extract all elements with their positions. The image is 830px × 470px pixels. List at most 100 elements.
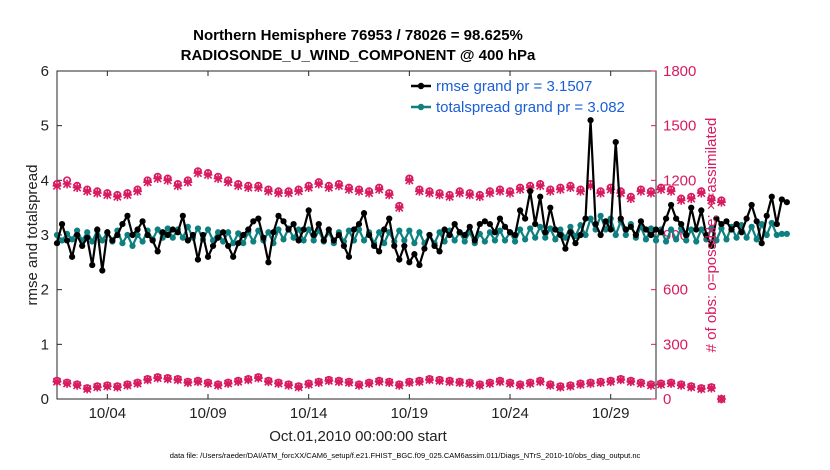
obs-assimilated-marker — [264, 377, 273, 387]
obs-assimilated-marker — [123, 380, 132, 390]
rmse-point — [783, 199, 790, 206]
obs-assimilated-marker — [374, 377, 384, 387]
y-left-tick-label: 3 — [41, 227, 49, 244]
rmse-point — [69, 253, 76, 260]
obs-assimilated-marker — [576, 186, 585, 196]
rmse-point — [340, 242, 348, 250]
obs-assimilated-marker — [586, 181, 595, 191]
obs-assimilated-marker — [374, 185, 384, 194]
rmse-point — [280, 218, 287, 225]
rmse-point — [733, 220, 740, 228]
x-tick-label: 10/19 — [391, 405, 429, 422]
obs-assimilated-marker — [596, 378, 606, 387]
obs-assimilated-marker — [545, 380, 555, 390]
obs-assimilated-marker — [92, 382, 102, 392]
x-tick-label: 10/14 — [290, 405, 328, 422]
spread-point — [733, 234, 740, 241]
obs-assimilated-marker — [616, 375, 626, 385]
rmse-point — [305, 207, 312, 214]
obs-assimilated-marker — [485, 188, 495, 198]
obs-assimilated-marker — [193, 377, 203, 387]
rmse-point — [678, 220, 685, 228]
spread-point — [179, 234, 186, 241]
rmse-point — [114, 231, 121, 239]
y-right-tick-label: 1500 — [663, 118, 696, 135]
rmse-point — [673, 215, 680, 222]
obs-assimilated-marker — [173, 375, 183, 385]
obs-assimilated-marker — [72, 183, 82, 193]
rmse-point — [577, 231, 584, 239]
obs-assimilated-marker — [153, 174, 163, 183]
spread-point — [89, 238, 96, 245]
spread-point — [652, 237, 660, 244]
rmse-point — [290, 220, 297, 228]
spread-point — [683, 237, 690, 244]
obs-assimilated-marker — [183, 177, 193, 187]
spread-point — [501, 237, 509, 244]
rmse-point — [662, 215, 670, 222]
rmse-point — [657, 229, 665, 236]
spread-point — [381, 240, 388, 247]
data-file-footer: data file: /Users/raeder/DAI/ATM_forcXX/… — [170, 451, 641, 460]
rmse-point — [194, 256, 202, 263]
obs-assimilated-marker — [525, 183, 535, 193]
rmse-point — [597, 231, 604, 239]
obs-assimilated-marker — [203, 379, 213, 388]
rmse-point — [245, 226, 252, 233]
rmse-point — [632, 231, 639, 239]
rmse-point — [134, 226, 141, 233]
rmse-point — [466, 223, 473, 230]
obs-assimilated-marker — [82, 384, 92, 394]
rmse-point — [104, 229, 111, 236]
obs-assimilated-marker — [455, 378, 465, 387]
obs-assimilated-marker — [354, 380, 364, 390]
rmse-point — [728, 226, 735, 233]
obs-assimilated-marker — [253, 183, 263, 193]
rmse-point — [693, 226, 700, 233]
obs-assimilated-marker — [636, 379, 646, 388]
rmse-point — [652, 226, 660, 233]
spread-point — [642, 236, 650, 243]
obs-assimilated-marker — [415, 186, 424, 196]
rmse-point — [250, 218, 257, 225]
rmse-point — [552, 226, 559, 233]
rmse-point — [496, 215, 504, 222]
spread-point — [345, 227, 353, 234]
y-left-tick-label: 0 — [41, 391, 49, 408]
obs-assimilated-marker — [274, 188, 283, 198]
spread-point — [748, 223, 755, 230]
spread-point — [124, 231, 131, 239]
rmse-point — [225, 242, 232, 250]
spread-point — [310, 237, 317, 244]
obs-assimilated-marker — [566, 183, 575, 193]
spread-point — [461, 238, 468, 245]
spread-point — [290, 234, 297, 241]
x-tick-label: 10/04 — [89, 405, 127, 422]
y-axis-left-label: rmse and totalspread — [24, 165, 41, 306]
obs-assimilated-marker — [495, 186, 505, 196]
rmse-point — [758, 240, 765, 247]
obs-assimilated-marker — [696, 188, 706, 198]
rmse-point — [471, 237, 478, 244]
rmse-point — [491, 229, 499, 236]
spread-point — [662, 238, 670, 245]
spread-point — [99, 237, 106, 244]
obs-assimilated-marker — [706, 383, 716, 393]
obs-assimilated-marker — [364, 188, 374, 198]
rmse-point — [300, 226, 307, 233]
rmse-point — [708, 242, 715, 250]
spread-point — [486, 229, 493, 236]
rmse-point — [683, 231, 690, 239]
obs-assimilated-marker — [666, 186, 676, 196]
legend-spread-marker — [417, 103, 425, 111]
obs-assimilated-marker — [425, 188, 434, 198]
obs-assimilated-marker — [686, 382, 696, 392]
y-right-tick-label: 300 — [663, 336, 688, 353]
obs-assimilated-marker — [133, 186, 142, 196]
rmse-point — [295, 237, 302, 244]
spread-point — [214, 229, 222, 236]
spread-point — [204, 226, 212, 233]
rmse-point — [547, 204, 554, 211]
rmse-point — [240, 231, 247, 239]
rmse-point — [169, 226, 176, 233]
